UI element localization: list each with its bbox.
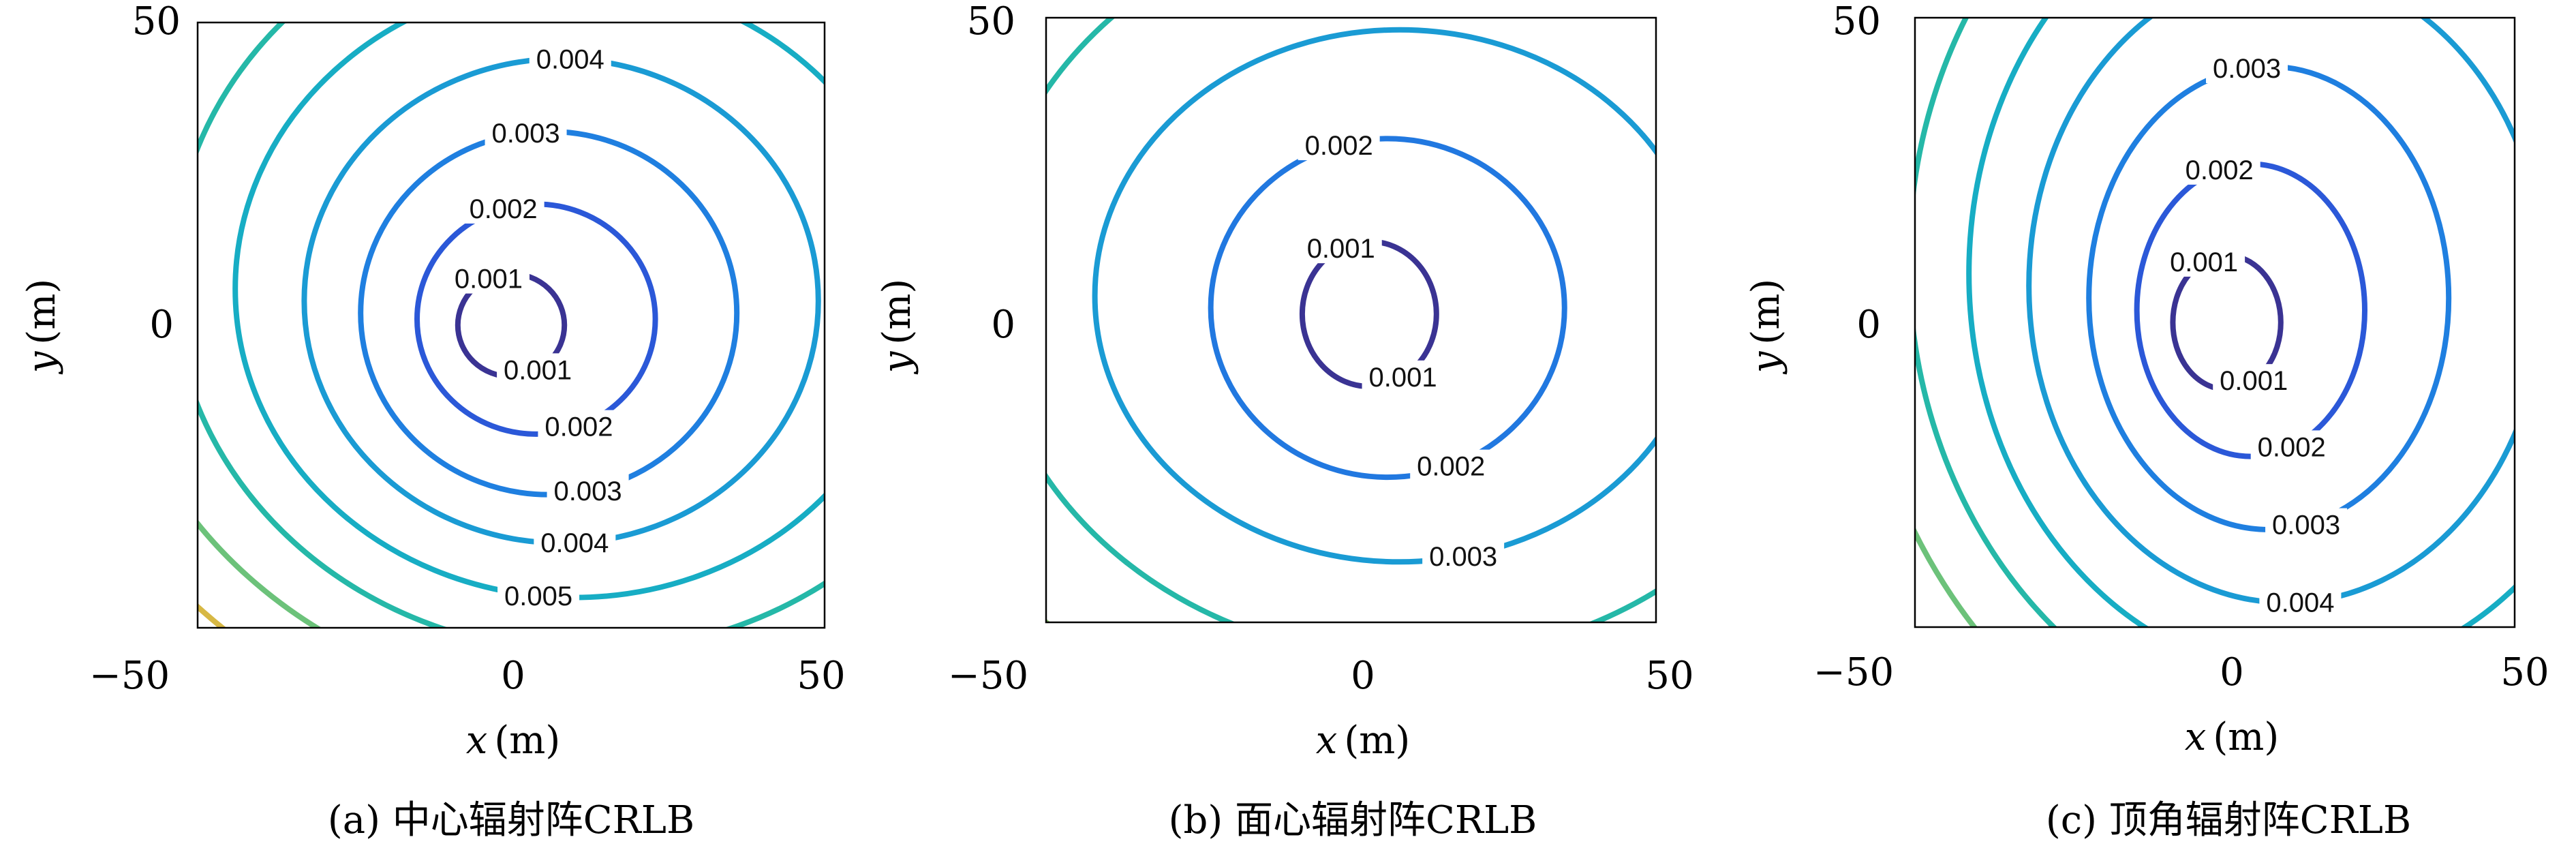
ylabel-a: y(m) [20, 279, 64, 375]
ytick-50-c: 50 [1833, 0, 1881, 44]
contour-label-0.001: 0.001 [504, 355, 572, 385]
contour-labels-b: 0.001 0.001 0.002 0.002 0.003 [1298, 129, 1505, 572]
contour-label-bg [2213, 364, 2295, 396]
contour-line-0.003 [1092, 27, 1656, 565]
ytick-50-a: 50 [132, 0, 181, 44]
xtick-50-a: 50 [797, 654, 845, 698]
contour-labels-c: 0.001 0.001 0.002 0.002 0.003 0.003 0.004 [2163, 52, 2348, 618]
contour-label-0.004: 0.004 [536, 44, 604, 74]
xtick-0-b: 0 [1351, 654, 1375, 698]
contour-label-bg [497, 579, 580, 611]
contour-label-0.003: 0.003 [2213, 54, 2281, 84]
contour-label-0.003: 0.003 [554, 476, 622, 506]
contour-label-bg [2250, 430, 2333, 462]
contour-label-0.001: 0.001 [2220, 366, 2288, 396]
ylabel-b: y(m) [875, 279, 919, 375]
contour-label-0.002: 0.002 [1417, 452, 1485, 482]
contour-line-0.008 [198, 603, 227, 628]
contour-label-0.002: 0.002 [2258, 432, 2326, 462]
xlabel-c: x (m) [2185, 715, 2279, 759]
ylabel-c: y(m) [1744, 279, 1788, 375]
xtick-neg50-a: −50 [89, 654, 170, 698]
ytick-50-b: 50 [967, 0, 1015, 44]
xlabel-b: x (m) [1316, 718, 1410, 763]
contour-label-0.001: 0.001 [1369, 363, 1437, 393]
contour-lines-a [198, 22, 825, 628]
contour-label-0.002: 0.002 [2186, 155, 2254, 185]
contour-label-bg [497, 353, 579, 385]
contour-label-0.004: 0.004 [2266, 588, 2334, 618]
contour-label-bg [1298, 129, 1380, 161]
contour-line-0.002 [414, 201, 658, 437]
xtick-0-a: 0 [501, 654, 525, 698]
xtick-neg50-b: −50 [948, 654, 1028, 698]
contour-label-bg [447, 262, 530, 294]
ytick-0-c: 0 [1856, 303, 1881, 347]
xtick-0-c: 0 [2220, 650, 2244, 695]
contour-line-0.007 [198, 519, 322, 628]
contour-label-0.005: 0.005 [504, 581, 572, 611]
contour-label-bg [534, 526, 616, 558]
contour-label-bg [1422, 539, 1505, 571]
ytick-0-b: 0 [991, 303, 1015, 347]
contour-label-0.002: 0.002 [470, 194, 538, 224]
plot-frame-a [196, 21, 826, 629]
contour-lines-c [1915, 18, 2515, 627]
contour-label-bg [2178, 153, 2260, 185]
contour-label-bg [529, 42, 611, 74]
panel-c: 0.001 0.001 0.002 0.002 0.003 0.003 0.004 50 0… [1744, 0, 2549, 843]
contour-label-0.004: 0.004 [540, 528, 609, 558]
contour-label-bg [2163, 245, 2245, 277]
contour-line-0.005 [232, 22, 825, 601]
contour-label-0.003: 0.003 [2272, 511, 2340, 541]
caption-b: (b) 面心辐射阵CRLB [1169, 798, 1537, 843]
plot-frame-c [1914, 16, 2516, 628]
contour-label-0.003: 0.003 [1429, 542, 1497, 572]
contour-label-bg [2259, 586, 2342, 618]
panel-a: 0.001 0.001 0.002 0.002 0.003 0.003 0.004 0.004… [20, 0, 846, 843]
xtick-50-c: 50 [2500, 650, 2549, 695]
caption-a: (a) 中心辐射阵CRLB [328, 798, 694, 843]
contour-line-0.007 [1915, 526, 1978, 627]
contour-label-bg [1362, 360, 1444, 392]
ytick-0-a: 0 [149, 303, 174, 347]
contour-label-bg [547, 474, 629, 506]
xtick-50-b: 50 [1645, 654, 1693, 698]
contour-label-bg [1410, 449, 1492, 481]
contour-label-bg [485, 116, 567, 148]
plot-frame-b [1045, 16, 1657, 624]
contour-line-0.002 [1208, 136, 1567, 481]
contour-label-bg [2206, 52, 2288, 84]
contour-label-bg [1300, 232, 1382, 264]
contour-label-0.001: 0.001 [2170, 247, 2238, 277]
caption-c: (c) 顶角辐射阵CRLB [2046, 798, 2411, 843]
xtick-neg50-c: −50 [1813, 650, 1894, 695]
contour-line-0.005 [1966, 18, 2515, 627]
contour-label-bg [462, 192, 545, 224]
contour-label-bg [2265, 508, 2348, 540]
contour-labels-a: 0.001 0.001 0.002 0.002 0.003 0.003 0.004 0.004… [447, 42, 629, 611]
contour-label-0.002: 0.002 [545, 412, 613, 442]
contour-label-0.002: 0.002 [1305, 131, 1373, 161]
contour-label-0.001: 0.001 [1307, 234, 1375, 264]
contour-label-bg [538, 410, 620, 442]
contour-label-0.001: 0.001 [455, 264, 523, 294]
contour-label-0.003: 0.003 [492, 119, 560, 149]
xlabel-a: x (m) [466, 718, 560, 763]
